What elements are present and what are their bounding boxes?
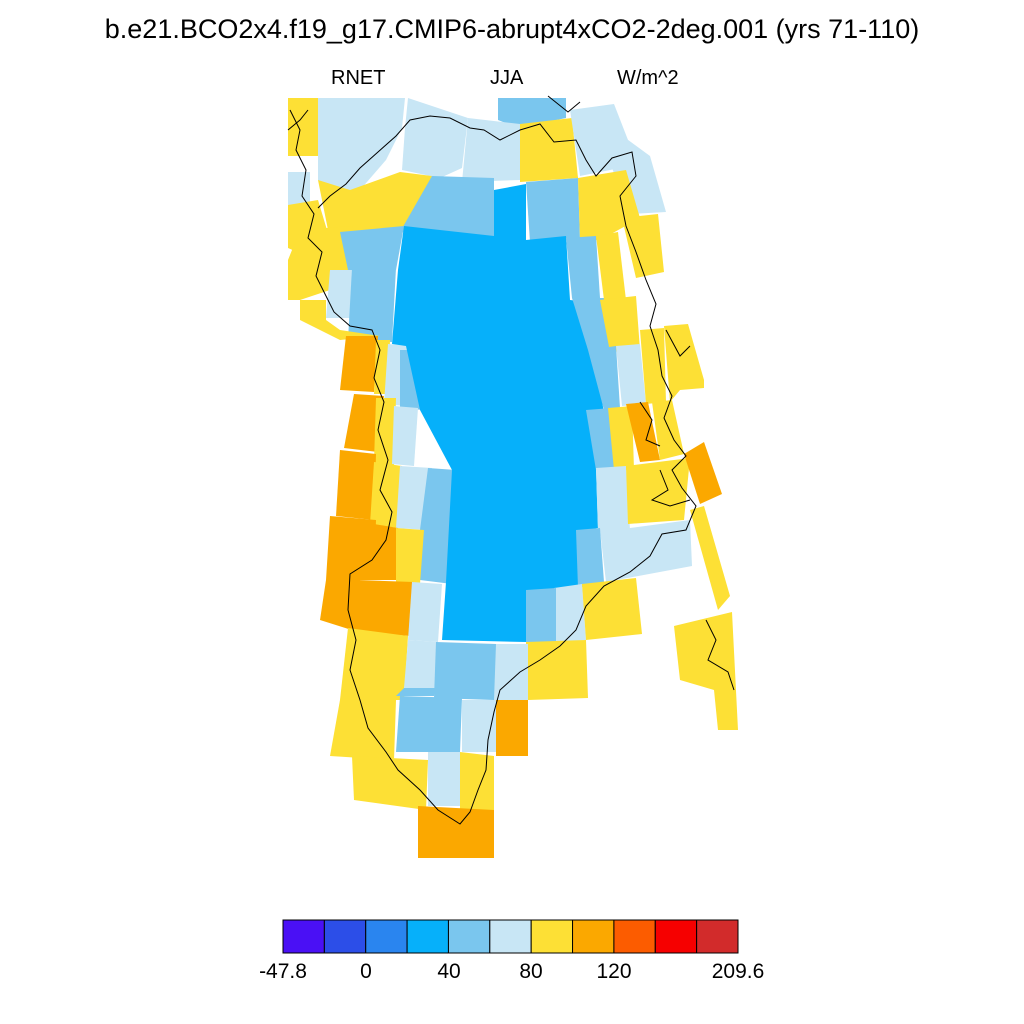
map-cell <box>496 700 528 756</box>
map-cell <box>626 458 690 524</box>
colorbar-swatch <box>489 919 532 954</box>
map-cell <box>300 300 380 340</box>
map-cell <box>596 232 626 300</box>
map-cell <box>566 236 600 298</box>
colorbar-swatch <box>654 919 698 954</box>
map-cell <box>600 520 692 582</box>
map-cell <box>354 580 414 636</box>
map-cell <box>462 118 520 182</box>
map-cell <box>582 578 642 640</box>
map-cell <box>494 644 528 700</box>
map-cell <box>608 406 634 470</box>
colorbar-swatch <box>447 919 491 954</box>
map-cell <box>320 580 360 632</box>
map-cell <box>572 298 610 350</box>
map-cell <box>674 612 738 730</box>
map-cell <box>348 268 396 342</box>
map-cell <box>340 336 378 392</box>
colorbar-swatch <box>365 919 408 954</box>
map-cell <box>344 394 384 452</box>
map-cell <box>336 450 376 520</box>
colorbar-swatch <box>282 919 325 954</box>
map-cell <box>326 516 376 580</box>
map-cell <box>622 214 664 278</box>
map-cell <box>684 442 722 504</box>
colorbar-swatch <box>530 919 574 954</box>
map-cell <box>596 466 630 532</box>
map-cell <box>370 462 402 528</box>
map-cell <box>392 184 604 642</box>
map-cell <box>428 752 460 806</box>
map-cell <box>526 588 556 644</box>
map-cell <box>626 402 660 462</box>
colorbar-swatch <box>323 919 367 954</box>
map-cell <box>640 328 666 404</box>
coastline <box>287 95 735 825</box>
map-cell <box>402 98 468 178</box>
map-cell <box>374 398 396 466</box>
colorbar-swatch <box>572 919 615 954</box>
colorbar-swatch <box>613 919 656 954</box>
map-cell <box>526 640 588 700</box>
colorbar-swatch <box>696 919 739 954</box>
map-cell <box>330 700 396 760</box>
map-cell <box>396 528 424 584</box>
map-cell <box>340 628 408 700</box>
map-cell <box>498 98 566 128</box>
map-cell <box>526 178 580 242</box>
units-label: W/m^2 <box>617 67 679 89</box>
map-cell <box>374 524 398 580</box>
map-cell <box>396 696 462 752</box>
variable-label: RNET <box>331 67 386 89</box>
map-cell <box>408 582 442 642</box>
colorbar-tick-label: -47.8 <box>259 960 307 983</box>
map-cell <box>520 118 578 182</box>
colorbar <box>282 919 739 954</box>
map-cell <box>462 700 496 752</box>
map-cell <box>690 506 730 610</box>
map-cell <box>418 806 494 858</box>
map-cell <box>420 468 456 584</box>
map-cell <box>434 642 496 700</box>
colorbar-tick-label: 209.6 <box>711 960 765 983</box>
map-cell <box>460 752 494 812</box>
map-cell <box>554 584 586 642</box>
map-cell <box>586 408 616 470</box>
colorbar-tick-label: 120 <box>596 960 632 983</box>
map-cell <box>392 406 418 466</box>
map-cell <box>616 344 646 406</box>
map-cell <box>288 98 322 156</box>
map-cell <box>340 226 404 270</box>
colorbar-swatch <box>406 919 449 954</box>
colorbar-tick-label: 0 <box>360 960 372 983</box>
map-cell <box>600 296 640 352</box>
map-cell <box>326 270 352 318</box>
map-cell <box>396 688 436 696</box>
map-cell <box>352 756 428 810</box>
map-cell <box>664 324 704 402</box>
map-cell <box>288 172 310 206</box>
colorbar-tick-label: 80 <box>519 960 543 983</box>
map-cell <box>652 400 684 460</box>
season-label: JJA <box>490 67 524 89</box>
map-cell <box>318 98 405 210</box>
plot-title: b.e21.BCO2x4.f19_g17.CMIP6-abrupt4xCO2-2… <box>104 14 920 44</box>
map-cell <box>318 172 432 242</box>
map-cell <box>400 176 494 240</box>
colorbar-tick-label: 40 <box>437 960 461 983</box>
map-cell <box>588 346 620 410</box>
map-cell <box>576 528 604 588</box>
map-cell <box>404 640 438 688</box>
field-cells <box>288 98 738 858</box>
